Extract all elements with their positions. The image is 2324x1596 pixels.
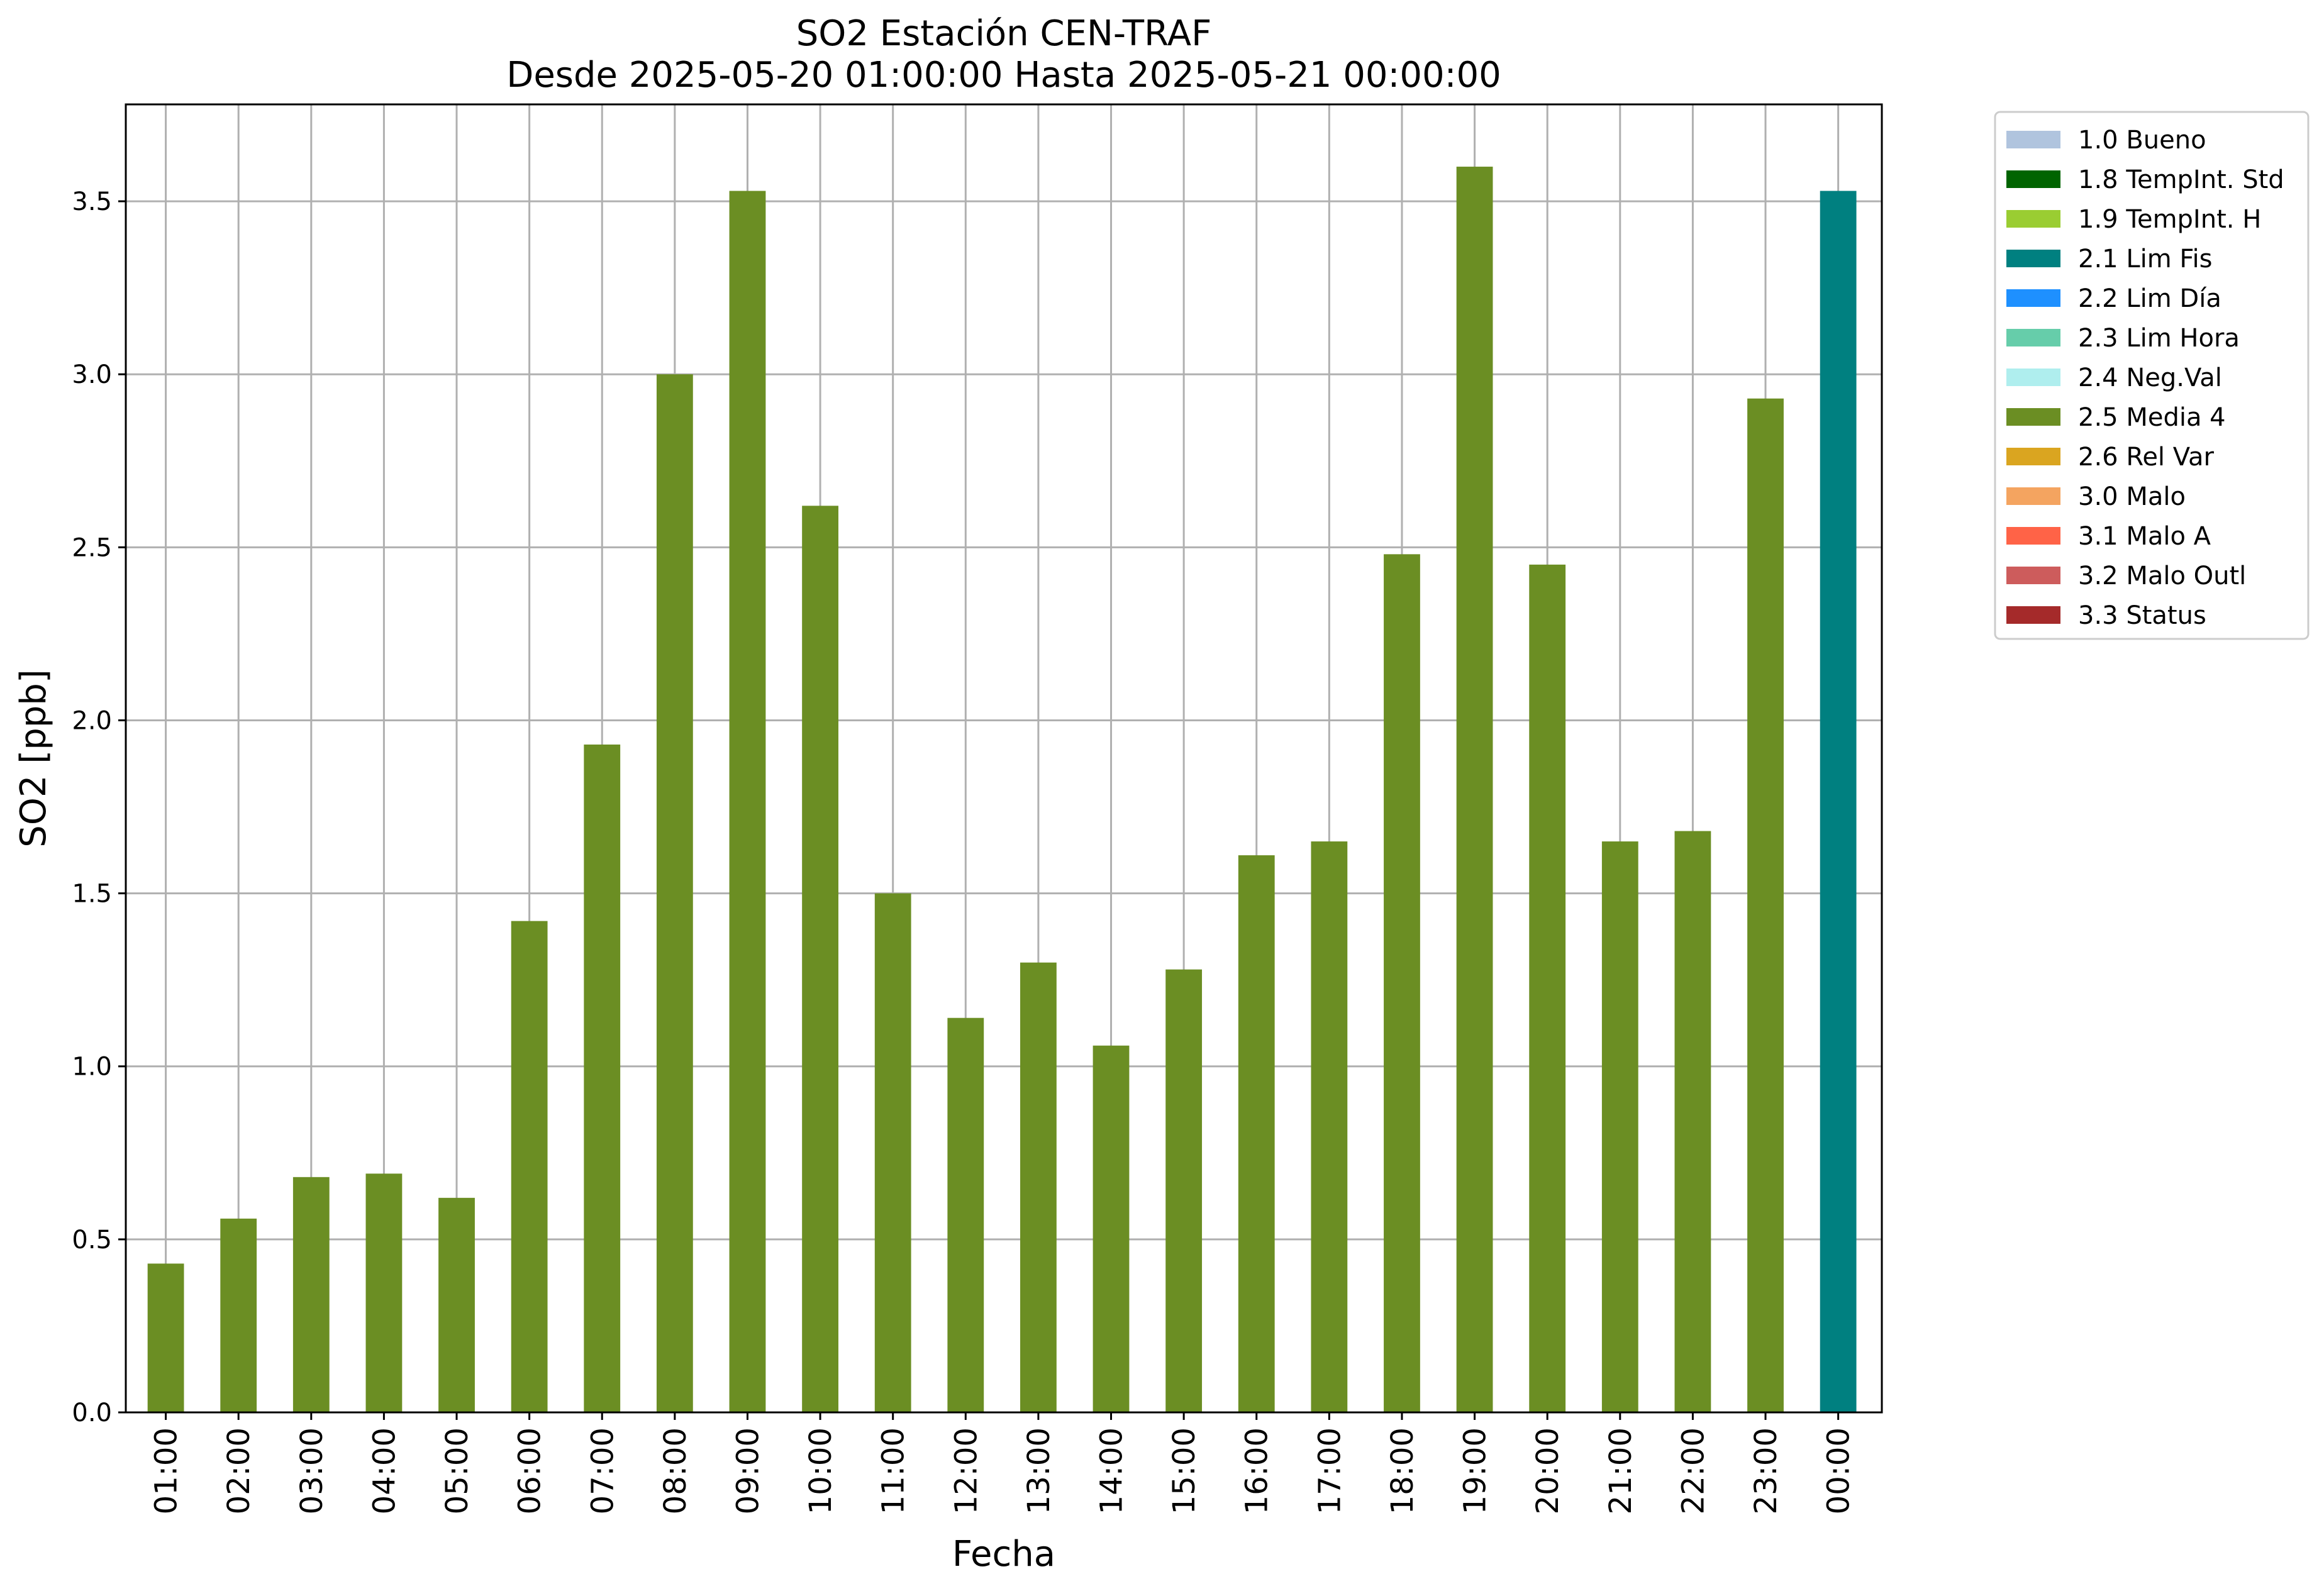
legend-label: 2.2 Lim Día: [2078, 284, 2221, 313]
legend-swatch: [2006, 487, 2060, 505]
bar-1300: [1020, 962, 1057, 1412]
x-tick-label: 22:00: [1676, 1427, 1711, 1514]
plot-frame: [125, 103, 1883, 1414]
x-tick-label: 06:00: [513, 1427, 548, 1514]
x-tick-label: 00:00: [1821, 1427, 1857, 1514]
y-tick-label: 1.0: [72, 1053, 112, 1082]
legend-swatch: [2006, 567, 2060, 584]
legend-label: 2.4 Neg.Val: [2078, 363, 2222, 392]
bar-1400: [1093, 1045, 1130, 1412]
bar-1000: [802, 506, 838, 1412]
x-tick-label: 04:00: [367, 1427, 402, 1514]
bar-1800: [1384, 554, 1420, 1412]
y-tick-label: 0.5: [72, 1226, 112, 1255]
bar-0400: [365, 1173, 403, 1412]
bar-2000: [1529, 564, 1566, 1413]
y-tick-label: 2.0: [72, 706, 112, 735]
legend-swatch: [2006, 329, 2060, 346]
x-tick-label: 23:00: [1749, 1427, 1784, 1514]
bar-0100: [147, 1263, 184, 1412]
bar-1600: [1238, 855, 1275, 1412]
x-tick-label: 07:00: [585, 1427, 620, 1514]
x-tick-label: 08:00: [658, 1427, 693, 1514]
y-axis-ticks: 0.0 0.5 1.0 1.5 2.0 2.5 3.0 3.5: [72, 187, 126, 1427]
x-tick-label: 11:00: [876, 1427, 911, 1514]
bar-0700: [584, 744, 621, 1412]
legend-swatch: [2006, 170, 2060, 188]
legend-swatch: [2006, 527, 2060, 545]
legend-label: 2.1 Lim Fis: [2078, 245, 2212, 274]
bar-1700: [1311, 841, 1348, 1412]
bar-2300: [1747, 398, 1784, 1412]
x-tick-label: 14:00: [1094, 1427, 1130, 1514]
x-tick-label: 10:00: [803, 1427, 838, 1514]
bar-2200: [1674, 831, 1711, 1412]
legend-label: 3.2 Malo Outl: [2078, 562, 2246, 590]
bar-1200: [947, 1017, 984, 1412]
bar-0300: [292, 1177, 330, 1412]
x-tick-label: 02:00: [221, 1427, 257, 1514]
y-tick-label: 0.0: [72, 1399, 112, 1427]
x-tick-label: 20:00: [1530, 1427, 1565, 1514]
x-tick-label: 21:00: [1603, 1427, 1638, 1514]
legend-label: 1.8 TempInt. Std: [2078, 165, 2284, 194]
legend-items: 1.0 Bueno 1.8 TempInt. Std 1.9 TempInt. H 2…: [2006, 126, 2284, 630]
bar-0000: [1820, 191, 1857, 1412]
legend-label: 2.5 Media 4: [2078, 403, 2226, 432]
legend-label: 2.6 Rel Var: [2078, 443, 2215, 472]
bars: [147, 167, 1857, 1413]
legend-swatch: [2006, 408, 2060, 426]
x-tick-label: 15:00: [1167, 1427, 1202, 1514]
legend: 1.0 Bueno 1.8 TempInt. Std 1.9 TempInt. H 2…: [1994, 111, 2310, 640]
x-tick-label: 09:00: [730, 1427, 765, 1514]
legend-swatch: [2006, 448, 2060, 465]
legend-swatch: [2006, 131, 2060, 148]
x-tick-label: 18:00: [1385, 1427, 1420, 1514]
legend-swatch: [2006, 210, 2060, 228]
chart-title: SO2 Estación CEN-TRAF: [796, 13, 1212, 54]
chart-subtitle: Desde 2025-05-20 01:00:00 Hasta 2025-05-…: [506, 55, 1501, 96]
legend-label: 3.3 Status: [2078, 601, 2206, 630]
legend-frame: [1994, 111, 2310, 640]
y-tick-label: 1.5: [72, 880, 112, 909]
x-axis-ticks: 01:00 02:00 03:00 04:00 05:00 06:00 07:00 08:00…: [149, 1412, 1857, 1514]
legend-label: 3.0 Malo: [2078, 482, 2186, 511]
y-tick-label: 2.5: [72, 533, 112, 562]
legend-label: 1.0 Bueno: [2078, 126, 2206, 155]
bar-0500: [438, 1197, 475, 1412]
legend-swatch: [2006, 250, 2060, 267]
legend-label: 3.1 Malo A: [2078, 522, 2211, 551]
x-tick-label: 12:00: [948, 1427, 984, 1514]
bar-0800: [656, 374, 693, 1413]
x-axis-label: Fecha: [952, 1534, 1055, 1575]
y-axis-label: SO2 [ppb]: [13, 669, 54, 847]
legend-swatch: [2006, 606, 2060, 624]
legend-label: 1.9 TempInt. H: [2078, 205, 2261, 234]
bar-0200: [220, 1218, 257, 1412]
x-tick-label: 17:00: [1312, 1427, 1347, 1514]
x-tick-label: 13:00: [1021, 1427, 1057, 1514]
y-tick-label: 3.5: [72, 187, 112, 216]
x-tick-label: 05:00: [440, 1427, 475, 1514]
bar-0600: [511, 921, 548, 1412]
bar-1900: [1456, 167, 1493, 1412]
legend-swatch: [2006, 369, 2060, 386]
bar-0900: [729, 191, 766, 1412]
legend-label: 2.3 Lim Hora: [2078, 324, 2240, 353]
legend-swatch: [2006, 289, 2060, 307]
bar-1100: [874, 893, 911, 1412]
x-tick-label: 01:00: [149, 1427, 184, 1514]
bar-1500: [1165, 969, 1203, 1412]
x-tick-label: 19:00: [1458, 1427, 1493, 1514]
x-tick-label: 16:00: [1240, 1427, 1275, 1514]
y-tick-label: 3.0: [72, 360, 112, 389]
x-tick-label: 03:00: [294, 1427, 330, 1514]
bar-2100: [1601, 841, 1638, 1412]
